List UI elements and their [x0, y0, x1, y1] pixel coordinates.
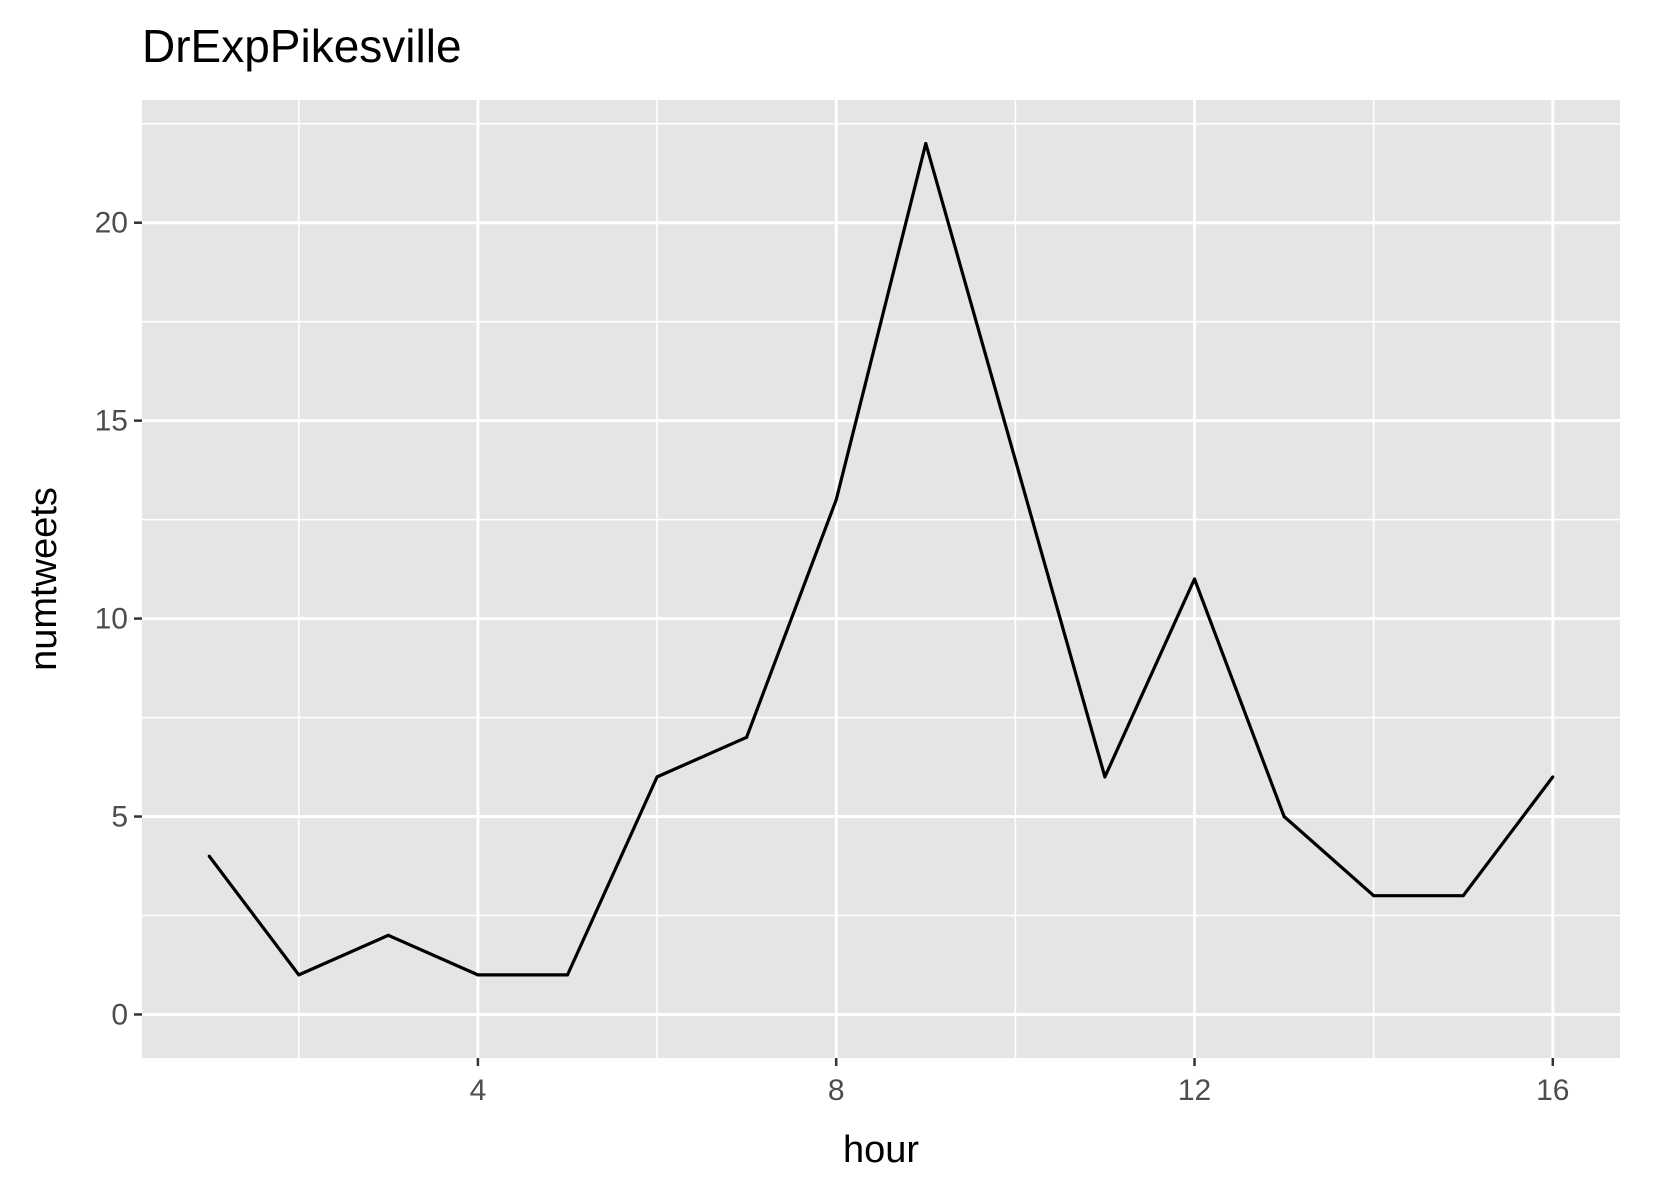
y-tick-label: 15 [95, 405, 128, 438]
data-point [1461, 894, 1465, 898]
x-axis-title: hour [843, 1129, 919, 1171]
series-layer [207, 141, 1555, 977]
y-tick-label: 10 [95, 603, 128, 636]
data-point [1013, 458, 1017, 462]
x-tick-label: 12 [1178, 1074, 1211, 1107]
plot-panel [142, 100, 1620, 1058]
y-tick-label: 20 [95, 207, 128, 240]
y-axis-title: numtweets [23, 487, 65, 671]
chart-title: DrExpPikesville [142, 20, 462, 72]
data-point [297, 973, 301, 977]
data-point [207, 854, 211, 858]
data-point [924, 142, 928, 146]
data-point [1282, 815, 1286, 819]
data-point [386, 933, 390, 937]
data-point [655, 775, 659, 779]
y-axis: 0 5 10 15 20 [95, 207, 142, 1031]
data-point [834, 498, 838, 502]
y-tick-label: 0 [111, 998, 128, 1031]
data-point [1372, 894, 1376, 898]
x-tick-label: 4 [470, 1074, 487, 1107]
data-point [1551, 775, 1555, 779]
data-point [565, 973, 569, 977]
x-axis: 4 8 12 16 [470, 1058, 1570, 1107]
data-point [476, 973, 480, 977]
grid-minor [142, 100, 1620, 1058]
data-point [1103, 775, 1107, 779]
data-point [745, 735, 749, 739]
series-line [207, 141, 1555, 977]
data-point [1193, 577, 1197, 581]
x-tick-label: 16 [1536, 1074, 1569, 1107]
y-tick-label: 5 [111, 801, 128, 834]
x-tick-label: 8 [828, 1074, 845, 1107]
